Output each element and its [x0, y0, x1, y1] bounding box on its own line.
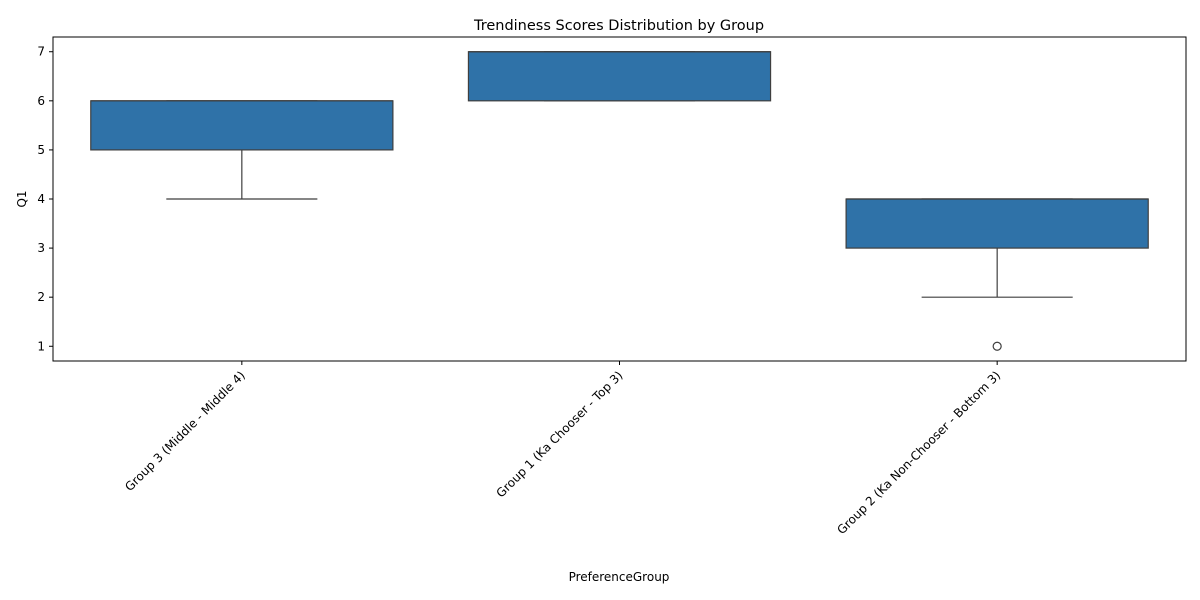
y-axis-label: Q1: [15, 190, 29, 207]
outlier-point: [992, 341, 1002, 351]
chart-title: Trendiness Scores Distribution by Group: [473, 18, 764, 34]
x-axis-label: PreferenceGroup: [569, 570, 670, 584]
y-tick-label: 7: [37, 45, 45, 59]
y-tick-label: 6: [37, 94, 45, 108]
box-iqr: [467, 51, 772, 102]
y-tick-label: 2: [37, 290, 45, 304]
plot-marks: [90, 51, 1149, 351]
y-tick-label: 3: [37, 241, 45, 255]
box-group: [467, 51, 772, 102]
y-tick-label: 1: [37, 339, 45, 353]
y-tick-label: 5: [37, 143, 45, 157]
box-group: [845, 198, 1149, 351]
box-iqr: [90, 100, 394, 151]
box-iqr: [845, 198, 1149, 249]
box-group: [90, 100, 394, 200]
y-axis: 1 2 3 4 5 6 7: [37, 45, 53, 353]
y-tick-label: 4: [37, 192, 45, 206]
